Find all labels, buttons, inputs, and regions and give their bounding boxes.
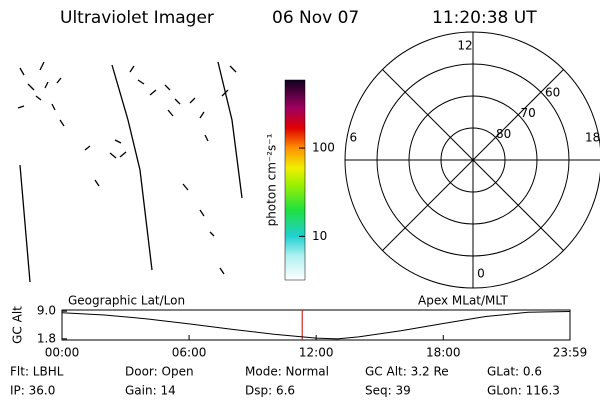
ring-label: 80 xyxy=(496,127,511,141)
ring-label: 60 xyxy=(545,86,560,100)
y-axis-label: GC Alt xyxy=(11,306,25,344)
colorbar-tick-label: 10 xyxy=(312,229,327,243)
polar-ring xyxy=(376,63,570,257)
status-field: Dsp: 6.6 xyxy=(245,384,295,398)
status-field: GLat: 0.6 xyxy=(487,365,542,379)
time: 11:20:38 UT xyxy=(432,8,537,28)
status-field: IP: 36.0 xyxy=(10,384,55,398)
status-field: Gain: 14 xyxy=(125,384,176,398)
polar-spoke xyxy=(382,69,564,251)
ring-label: 70 xyxy=(521,106,536,120)
status-field: GC Alt: 3.2 Re xyxy=(365,365,449,379)
status-field: Flt: LBHL xyxy=(10,365,64,379)
x-tick-label: 23:59 xyxy=(553,346,588,360)
colorbar xyxy=(284,79,306,281)
x-tick-label: 18:00 xyxy=(426,346,461,360)
polar-ring xyxy=(440,127,506,193)
date: 06 Nov 07 xyxy=(272,8,359,28)
mlt-label: 0 xyxy=(477,267,485,281)
status-field: Seq: 39 xyxy=(365,384,411,398)
y-tick-label: 9.0 xyxy=(37,304,56,318)
x-tick-label: 12:00 xyxy=(299,346,334,360)
x-tick-label: 00:00 xyxy=(45,346,80,360)
colorbar-tick-label: 100 xyxy=(312,141,335,155)
line-series xyxy=(61,311,571,340)
annotation: Geographic Lat/Lon xyxy=(68,294,185,308)
y-tick-label: 1.8 xyxy=(37,331,56,345)
status-field: Mode: Normal xyxy=(245,365,329,379)
x-tick-label: 06:00 xyxy=(172,346,207,360)
image-panel xyxy=(17,61,243,283)
polar-ring xyxy=(408,95,538,225)
title: Ultraviolet Imager xyxy=(60,8,214,28)
mlt-label: 6 xyxy=(349,131,357,145)
colorbar-label: photon cm⁻²s⁻¹ xyxy=(265,133,279,226)
status-field: Door: Open xyxy=(125,365,194,379)
mlt-label: 12 xyxy=(457,39,472,53)
status-field: GLon: 116.3 xyxy=(487,384,560,398)
mlt-label: 18 xyxy=(585,131,600,145)
annotation: Apex MLat/MLT xyxy=(418,294,508,308)
